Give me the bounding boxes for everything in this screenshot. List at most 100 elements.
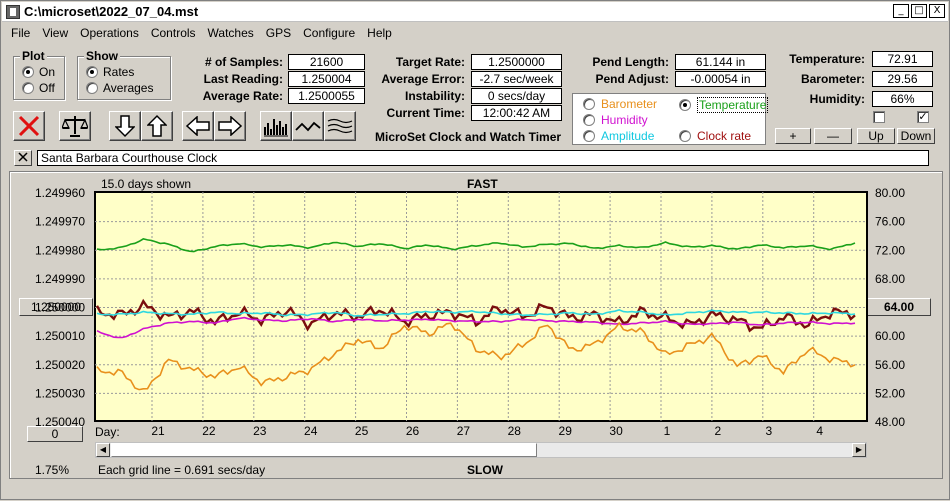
maximize-button[interactable]: □: [911, 4, 927, 18]
x-tick-label: 25: [355, 424, 369, 438]
average-error-value: -2.7 sec/week: [471, 71, 562, 87]
show-averages-label: Averages: [103, 81, 154, 95]
up-button[interactable]: Up: [857, 128, 895, 144]
line-plot-button[interactable]: [292, 111, 324, 141]
x-tick-label: 29: [559, 424, 573, 438]
minus-button[interactable]: —: [814, 128, 852, 144]
sensor-amplitude-radio[interactable]: Amplitude: [583, 129, 654, 143]
average-error-label: Average Error:: [381, 72, 465, 86]
y-left-tick-label: 1.249980: [35, 243, 85, 257]
sensor-temperature-radio[interactable]: Temperature: [679, 97, 769, 113]
average-rate-value: 1.2500055: [288, 88, 365, 104]
scroll-right-arrow-icon[interactable]: ▶: [852, 443, 866, 457]
series-amplitude-line: [96, 309, 856, 317]
scroll-right-button[interactable]: [214, 111, 246, 141]
right-center-button[interactable]: 64.00: [867, 298, 931, 316]
temperature-label: Temperature:: [789, 52, 865, 66]
x-tick-label: 2: [715, 424, 722, 438]
sensor-barometer-label: Barometer: [601, 97, 658, 111]
sensor-humidity-radio[interactable]: Humidity: [583, 113, 648, 127]
clear-name-button[interactable]: [14, 150, 32, 166]
y-right-tick-label: 72.00: [875, 243, 905, 257]
title-bar: C:\microset\2022_07_04.mst _ □ X: [2, 2, 948, 22]
plus-button[interactable]: +: [775, 128, 811, 144]
y-left-tick-label: 1.250020: [35, 358, 85, 372]
app-caption: MicroSet Clock and Watch Timer: [375, 130, 562, 144]
x-tick-label: 21: [151, 424, 165, 438]
y-right-tick-label: 80.00: [875, 186, 905, 200]
radio-off-icon: [22, 82, 34, 94]
menu-file[interactable]: File: [11, 26, 31, 40]
offset-button[interactable]: 0: [27, 426, 83, 442]
plot-on-radio[interactable]: On: [22, 65, 55, 79]
small-x-icon: [18, 152, 28, 162]
plot-group-title: Plot: [20, 49, 47, 63]
menu-configure[interactable]: Configure: [303, 26, 356, 40]
average-rate-label: Average Rate:: [202, 89, 283, 103]
y-left-axis: 1.249960 1.249970 1.249980 1.249990 1.250000…: [35, 186, 85, 429]
histogram-button[interactable]: [260, 111, 292, 141]
rate-down-button[interactable]: [109, 111, 141, 141]
scroll-left-arrow-icon[interactable]: ◀: [96, 443, 110, 457]
show-averages-radio[interactable]: Averages: [86, 81, 153, 95]
show-rates-radio[interactable]: Rates: [86, 65, 134, 79]
sensor-clock-rate-radio[interactable]: Clock rate: [679, 129, 751, 143]
radio-off-icon: [679, 130, 691, 142]
plot-off-label: Off: [39, 81, 55, 95]
sensor-temperature-label: Temperature: [697, 97, 769, 113]
series-barometer-line: [96, 321, 856, 391]
down-button[interactable]: Down: [897, 128, 935, 144]
window-controls: _ □ X: [893, 4, 945, 18]
last-reading-label: Last Reading:: [203, 72, 283, 86]
y-right-axis: 80.00 76.00 72.00 68.00 60.00 56.00 52.00 48.00: [875, 186, 905, 429]
sensor-amplitude-label: Amplitude: [601, 129, 655, 143]
bar-histogram-icon: [264, 119, 288, 137]
radio-off-icon: [86, 82, 98, 94]
barometer-value: 29.56: [872, 71, 933, 87]
x-tick-label: 1: [664, 424, 671, 438]
y-left-tick-label: 1.249970: [35, 215, 85, 229]
checkbox-right[interactable]: ✓: [917, 111, 929, 123]
plot-off-radio[interactable]: Off: [22, 81, 55, 95]
clock-name-input[interactable]: Santa Barbara Courthouse Clock: [37, 150, 929, 166]
x-tick-label: 26: [406, 424, 420, 438]
instability-value: 0 secs/day: [471, 88, 562, 104]
scroll-left-button[interactable]: [182, 111, 214, 141]
menu-operations[interactable]: Operations: [80, 26, 139, 40]
menu-gps[interactable]: GPS: [265, 26, 292, 40]
menu-controls[interactable]: Controls: [150, 26, 196, 40]
multi-plot-button[interactable]: [324, 111, 356, 141]
horizontal-scrollbar[interactable]: ◀ ▶: [95, 442, 867, 458]
y-right-tick-label: 52.00: [875, 386, 905, 400]
pend-adjust-value: -0.00054 in: [675, 71, 766, 87]
scroll-thumb[interactable]: [111, 443, 537, 457]
balance-button[interactable]: [59, 111, 91, 141]
menu-view[interactable]: View: [42, 26, 69, 40]
percent-label: 1.75%: [35, 463, 70, 477]
close-button[interactable]: X: [929, 4, 945, 18]
grid-lines: [95, 192, 867, 421]
x-tick-label: 22: [202, 424, 216, 438]
x-tick-label: 24: [304, 424, 318, 438]
target-rate-label: Target Rate:: [395, 55, 465, 69]
samples-value: 21600: [288, 54, 365, 70]
plot-area: [94, 191, 868, 422]
pend-length-label: Pend Length:: [592, 55, 669, 69]
chart-frame: [9, 171, 943, 479]
minimize-button[interactable]: _: [893, 4, 909, 18]
sensor-barometer-radio[interactable]: Barometer: [583, 97, 657, 111]
checkbox-left[interactable]: [873, 111, 885, 123]
series-humidity-line: [96, 316, 856, 339]
center-rate-button[interactable]: 1.250000: [19, 298, 93, 316]
app-icon[interactable]: [6, 4, 20, 19]
close-red-x-icon: [18, 115, 40, 137]
y-left-tick-label: 1.249990: [35, 272, 85, 286]
menu-help[interactable]: Help: [367, 26, 392, 40]
slow-label: SLOW: [467, 463, 503, 477]
rate-up-button[interactable]: [141, 111, 173, 141]
menu-bar: File View Operations Controls Watches GP…: [5, 23, 398, 43]
menu-watches[interactable]: Watches: [207, 26, 254, 40]
y-left-tick-label: 1.250000: [35, 301, 85, 315]
clear-button[interactable]: [13, 111, 45, 141]
